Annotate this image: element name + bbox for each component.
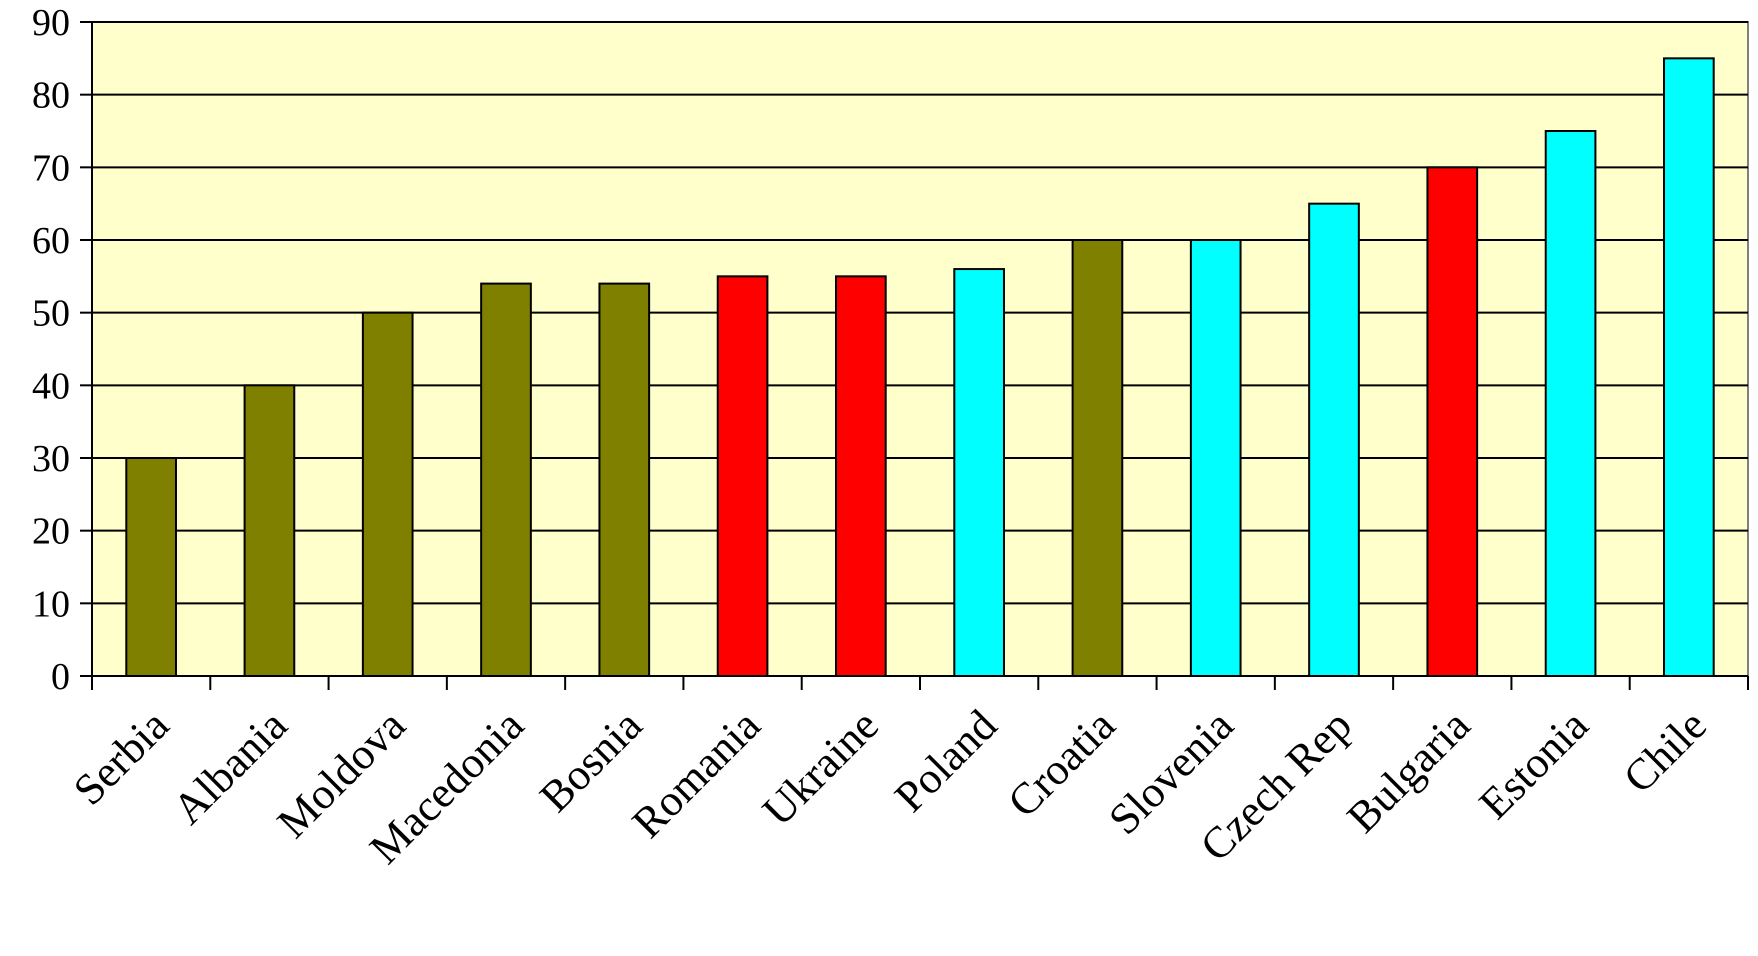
- y-tick-label: 30: [32, 438, 70, 480]
- x-tick-label: Bulgaria: [1338, 700, 1480, 842]
- y-tick-label: 80: [32, 75, 70, 117]
- y-tick-label: 20: [32, 511, 70, 553]
- x-tick-label: Romania: [623, 700, 770, 847]
- bar-romania: [716, 275, 769, 677]
- bar-bosnia: [598, 282, 651, 677]
- bar-serbia: [125, 457, 177, 677]
- bar-albania: [243, 384, 296, 677]
- x-tick-labels: SerbiaAlbaniaMoldovaMacedoniaBosniaRoman…: [64, 700, 1716, 873]
- y-tick-label: 50: [32, 293, 70, 335]
- bar-slovenia: [1189, 239, 1242, 677]
- bar-bulgaria: [1426, 166, 1479, 677]
- bar-macedonia: [480, 282, 532, 677]
- y-tick-label: 60: [32, 220, 70, 262]
- y-tick-labels: 0 10 20 30 40 50 60 70 80 90: [32, 2, 70, 698]
- bar-ukraine: [835, 275, 887, 677]
- y-tick-label: 90: [32, 2, 70, 44]
- plot-area: [91, 21, 1749, 677]
- x-tick-label: Estonia: [1470, 700, 1598, 828]
- y-tick-label: 0: [51, 656, 70, 698]
- x-tick-label: Serbia: [64, 700, 178, 814]
- bar-poland: [953, 268, 1005, 677]
- bar-croatia: [1071, 239, 1124, 677]
- axes: [80, 21, 1749, 690]
- x-tick-label: Poland: [885, 700, 1006, 821]
- bars: [125, 57, 1715, 678]
- y-tick-label: 10: [32, 583, 70, 625]
- y-tick-label: 70: [32, 147, 70, 189]
- x-tick-label: Chile: [1614, 700, 1716, 802]
- bar-chile: [1663, 57, 1715, 678]
- x-tick-label: Ukraine: [753, 700, 888, 835]
- bar-estonia: [1544, 130, 1597, 677]
- bar-moldova: [361, 311, 414, 677]
- y-tick-label: 40: [32, 365, 70, 407]
- bar-czech-rep: [1308, 202, 1360, 678]
